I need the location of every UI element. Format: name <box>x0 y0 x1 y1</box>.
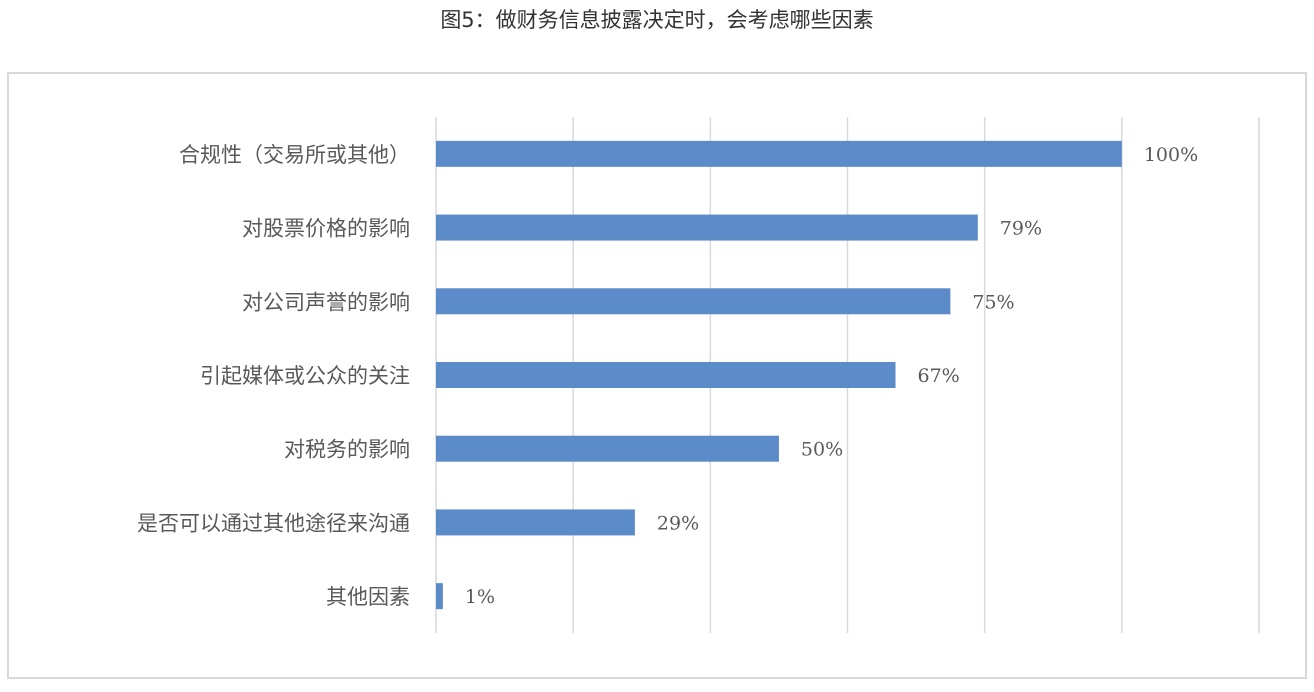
bar <box>436 214 978 241</box>
bar <box>436 583 443 610</box>
category-label: 对公司声誉的影响 <box>242 290 410 314</box>
value-label: 79% <box>1000 218 1042 240</box>
category-label: 对税务的影响 <box>284 438 410 462</box>
category-label: 是否可以通过其他途径来沟通 <box>137 511 410 535</box>
value-label: 1% <box>465 586 495 608</box>
category-label: 其他因素 <box>326 585 410 609</box>
value-label: 29% <box>657 512 699 534</box>
bar <box>436 435 779 462</box>
value-labels: 100% 79% 75% 67% 50% 29% 1% <box>465 144 1198 608</box>
value-label: 100% <box>1144 144 1198 166</box>
bar <box>436 362 896 388</box>
gridlines <box>435 117 1260 633</box>
value-label: 67% <box>918 365 960 387</box>
category-label: 对股票价格的影响 <box>242 217 410 241</box>
category-label: 引起媒体或公众的关注 <box>200 364 410 388</box>
category-labels: 合规性（交易所或其他） 对股票价格的影响对公司声誉的影响引起媒体或公众的关注对税务… <box>137 143 410 609</box>
value-label: 75% <box>972 291 1014 313</box>
bar <box>436 509 635 536</box>
value-label: 50% <box>801 439 843 461</box>
category-label: 合规性（交易所或其他） <box>179 143 410 167</box>
bar <box>436 288 951 315</box>
bar <box>436 140 1122 167</box>
chart-border <box>7 72 1307 679</box>
bars <box>436 140 1122 610</box>
chart-title: 图5：做财务信息披露决定时，会考虑哪些因素 <box>440 8 873 32</box>
